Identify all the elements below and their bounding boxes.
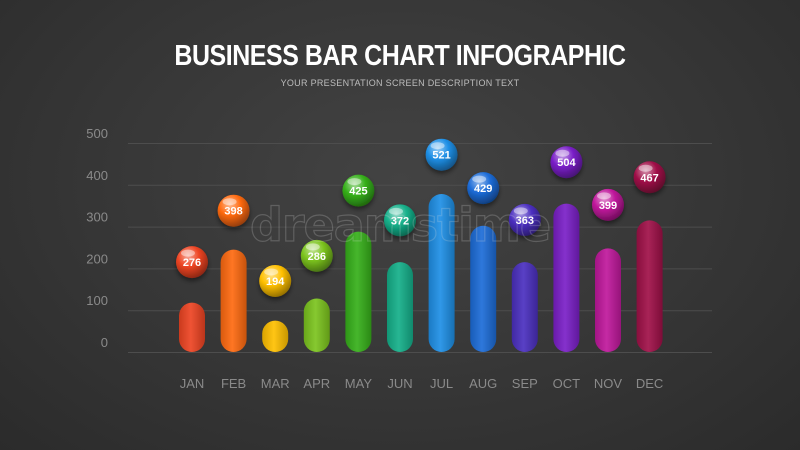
ball-highlight	[638, 164, 653, 172]
data-label-text: 425	[349, 186, 367, 198]
data-label-text: 399	[599, 200, 617, 212]
ball-marker	[592, 188, 624, 221]
ball-marker	[259, 264, 292, 297]
data-label-text: 429	[474, 183, 492, 195]
x-tick-label: JUN	[387, 376, 412, 391]
watermark: dreamstime	[249, 197, 551, 252]
bars	[179, 193, 663, 352]
data-label-feb: 398	[217, 194, 250, 227]
x-tick-label: NOV	[594, 376, 623, 391]
ball-marker	[342, 174, 375, 207]
ball-highlight	[264, 268, 279, 276]
bar-may	[345, 231, 372, 352]
data-label-text: 398	[224, 206, 242, 218]
ball-highlight	[513, 207, 528, 215]
x-tick-label: AUG	[469, 376, 497, 391]
chart-subtitle: YOUR PRESENTATION SCREEN DESCRIPTION TEX…	[280, 78, 520, 88]
ball-marker	[217, 194, 250, 227]
ball-marker	[425, 138, 458, 171]
ball-highlight	[347, 178, 362, 186]
data-label-text: 363	[516, 215, 534, 227]
data-label-text: 467	[640, 172, 658, 184]
ball-marker	[467, 172, 500, 205]
bar-jul	[428, 193, 455, 352]
ball-highlight	[222, 198, 237, 206]
bar-nov	[595, 248, 621, 352]
ball-highlight	[305, 243, 320, 251]
x-tick-label: MAR	[261, 376, 290, 391]
data-label-jan: 276	[176, 246, 208, 279]
y-tick-label: 500	[86, 126, 108, 141]
data-label-jun: 372	[384, 204, 416, 237]
y-tick-label: 400	[86, 168, 108, 183]
bar-jan	[179, 302, 205, 352]
ball-marker	[300, 239, 333, 272]
bar-mar	[262, 320, 289, 352]
ball-highlight	[181, 249, 195, 257]
ball-marker	[176, 246, 208, 279]
chart-title: BUSINESS BAR CHART INFOGRAPHIC	[174, 40, 626, 72]
ball-marker	[384, 204, 416, 237]
data-label-text: 372	[391, 215, 409, 227]
x-tick-label: MAY	[345, 376, 373, 391]
data-label-oct: 504	[550, 146, 583, 179]
y-tick-label: 100	[86, 293, 108, 308]
bar-aug	[470, 225, 497, 352]
data-label-text: 286	[308, 251, 326, 263]
y-axis: 0 100 200 300 400 500	[86, 126, 108, 350]
x-tick-label: JAN	[180, 376, 205, 391]
x-axis: JAN FEB MAR APR MAY JUN JUL AUG SEP OCT NOV DEC	[180, 376, 664, 391]
y-tick-label: 200	[86, 251, 108, 266]
data-label-may: 425	[342, 174, 375, 207]
ball-marker	[508, 203, 541, 236]
data-label-text: 276	[183, 257, 201, 269]
x-tick-label: SEP	[512, 376, 538, 391]
ball-highlight	[555, 149, 570, 157]
data-label-aug: 429	[467, 172, 500, 205]
data-label-text: 194	[266, 276, 285, 288]
x-tick-label: OCT	[553, 376, 581, 391]
ball-highlight	[472, 175, 487, 183]
x-tick-label: APR	[303, 376, 330, 391]
x-tick-label: FEB	[221, 376, 246, 391]
data-label-jul: 521	[425, 138, 458, 171]
data-label-dec: 467	[633, 161, 666, 194]
y-tick-label: 300	[86, 210, 108, 225]
data-label-text: 504	[557, 157, 576, 169]
data-label-apr: 286	[300, 239, 333, 272]
data-label-mar: 194	[259, 264, 292, 297]
y-tick-label: 0	[101, 335, 108, 350]
data-label-markers: 276 398 194 286 425 372 521 429 363 504 399 467	[176, 138, 666, 297]
x-tick-label: DEC	[636, 376, 663, 391]
bar-apr	[303, 298, 330, 352]
ball-highlight	[597, 192, 611, 200]
bar-oct	[553, 203, 580, 352]
x-tick-label: JUL	[430, 376, 453, 391]
ball-highlight	[430, 142, 445, 150]
data-label-text: 521	[432, 150, 450, 162]
data-label-sep: 363	[508, 203, 541, 236]
bar-dec	[636, 220, 663, 352]
bar-jun	[387, 262, 413, 352]
data-label-nov: 399	[592, 188, 624, 221]
bar-feb	[220, 249, 247, 352]
ball-highlight	[389, 207, 403, 215]
bar-sep	[511, 262, 538, 352]
ball-marker	[633, 161, 666, 194]
ball-marker	[550, 146, 583, 179]
